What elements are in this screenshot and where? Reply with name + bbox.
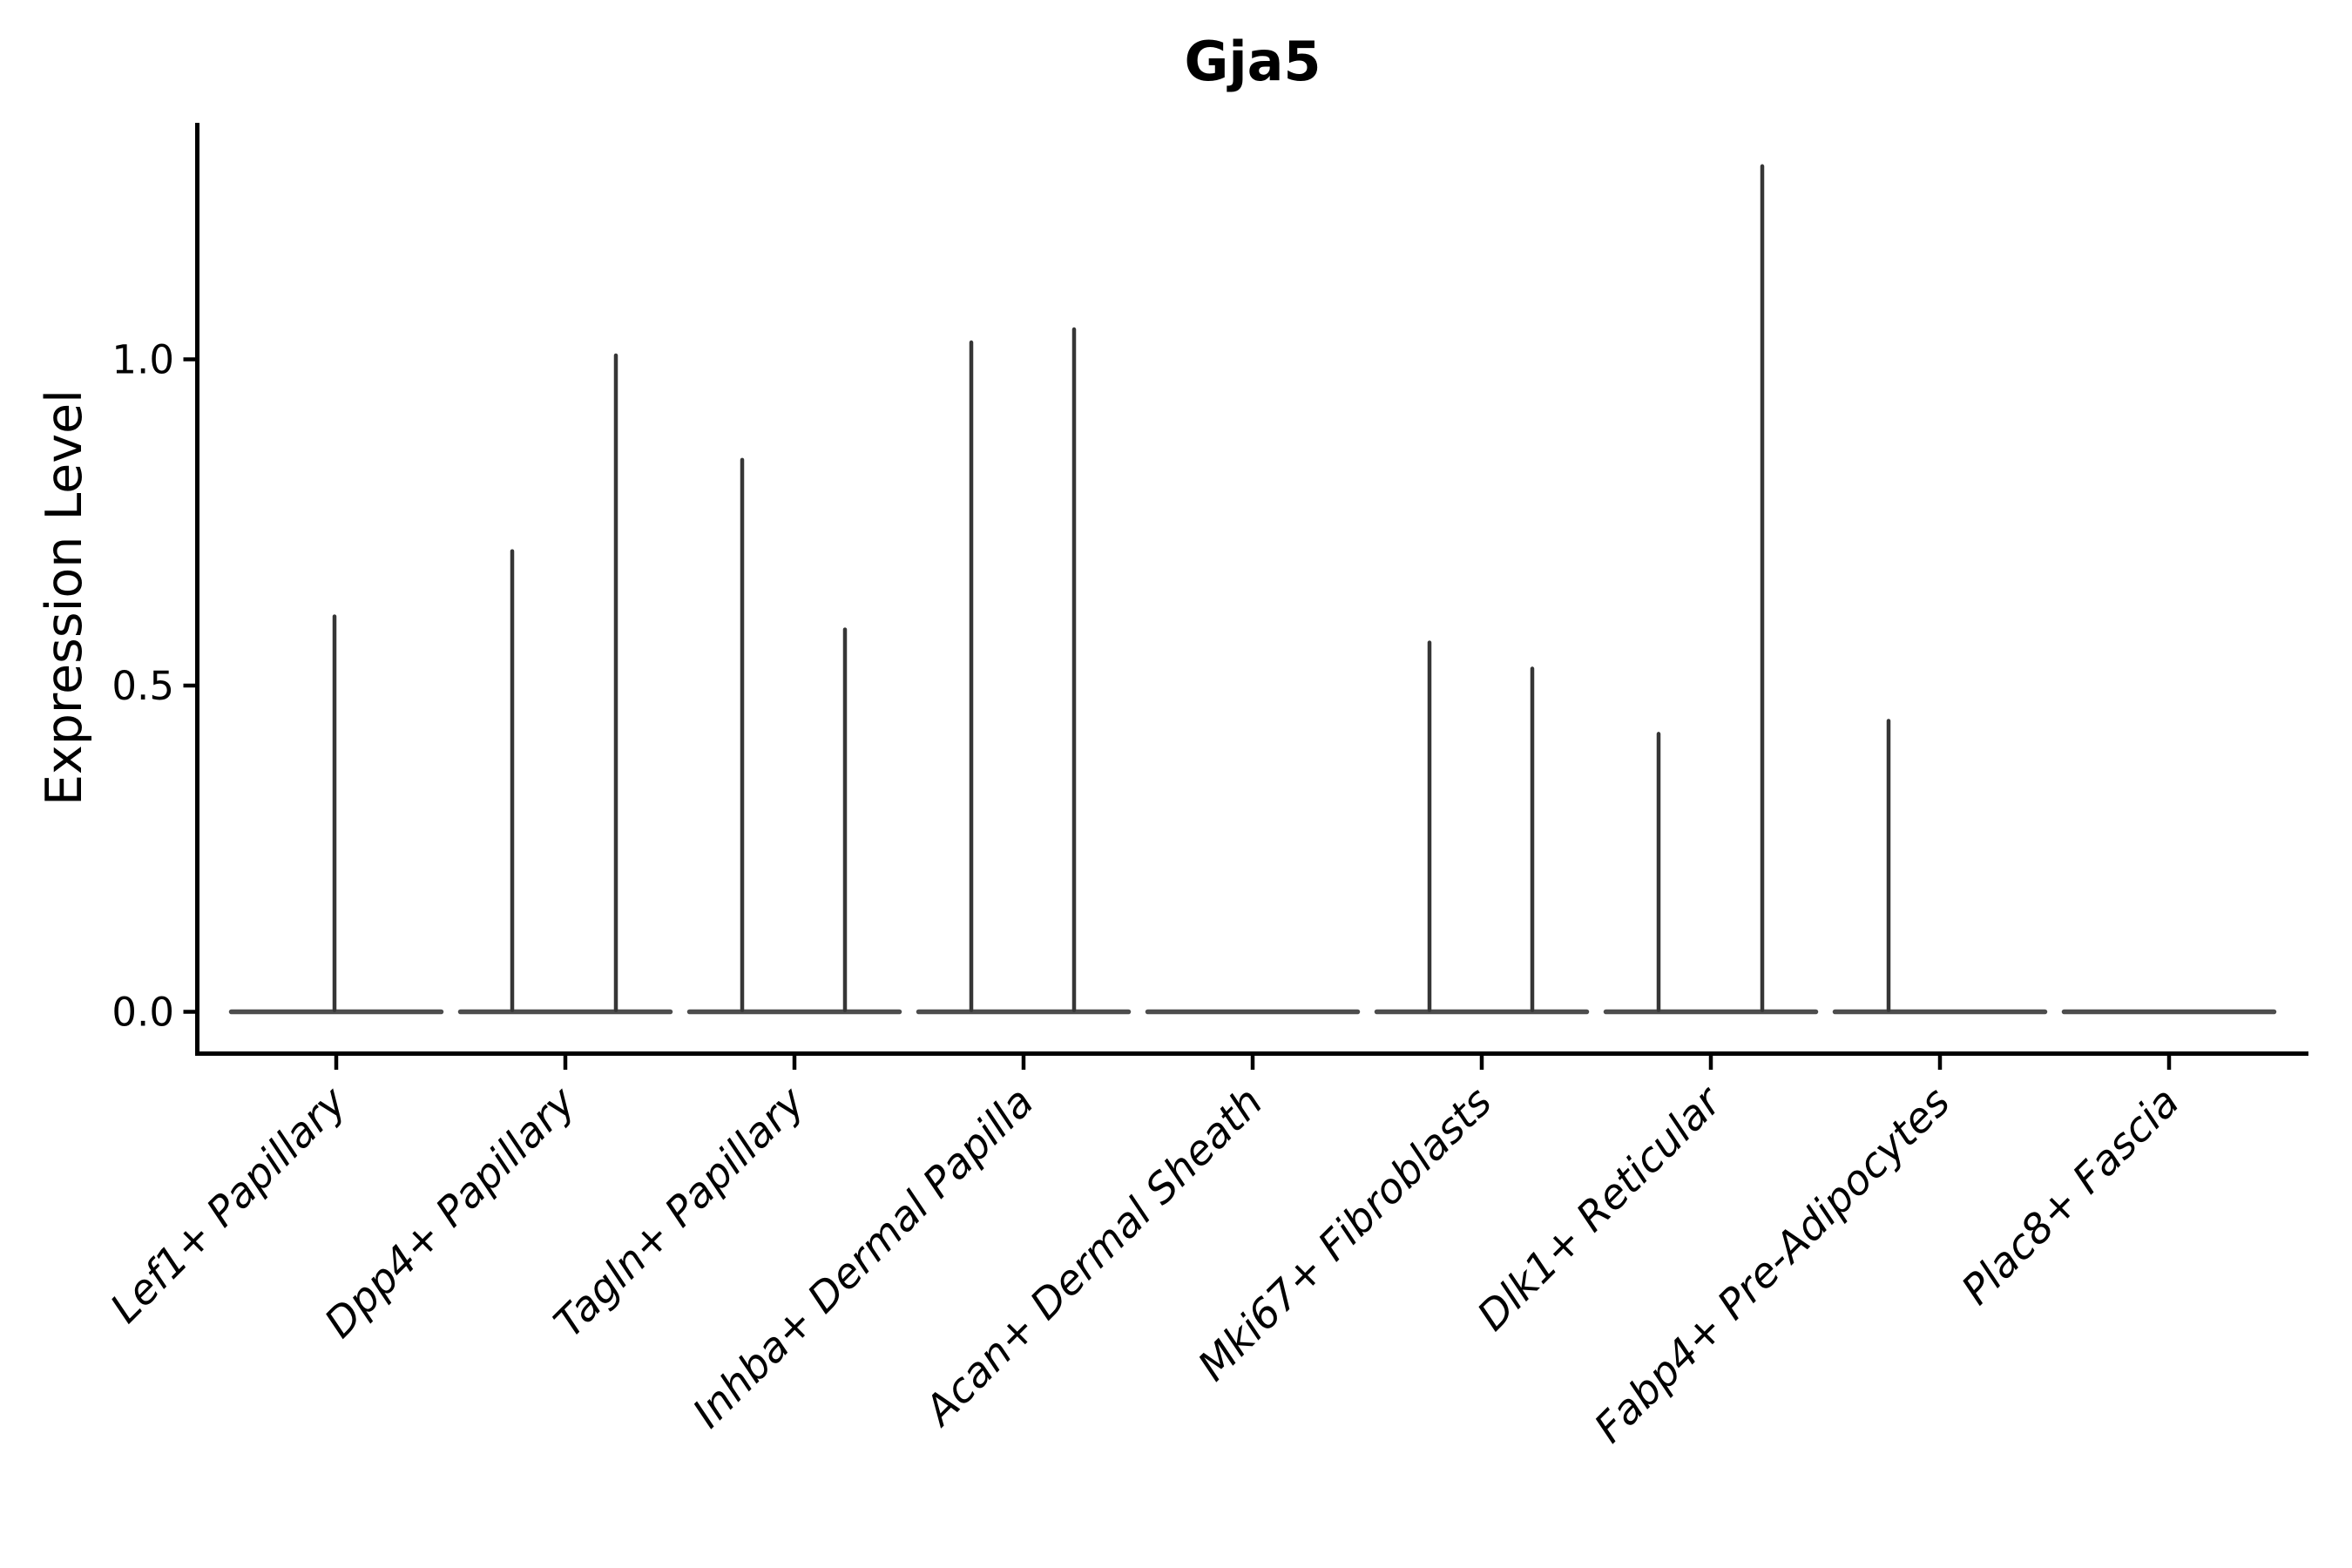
y-tick-label: 0.5 [112,663,174,709]
violins [228,164,2277,1015]
x-tick-label: Tagln+ Papillary [545,1078,815,1348]
x-tick-label: Dlk1+ Reticular [1469,1077,1733,1341]
y-tick-label: 1.0 [112,337,174,383]
y-axis-ticks: 0.0 0.5 1.0 [112,337,198,1036]
chart-title: Gja5 [1184,30,1321,93]
y-axis-label: Expression Level [36,389,93,806]
x-tick-label: Dpp4+ Papillary [315,1078,585,1348]
violin [686,457,902,1015]
y-tick-label: 0.0 [112,990,174,1036]
axes [195,123,2308,1056]
violin [1603,164,1819,1015]
violin [1374,640,1590,1015]
violin [916,327,1132,1015]
violin [1832,719,2048,1015]
violin [457,353,673,1015]
violin [228,614,444,1015]
x-tick-label: Plac8+ Fascia [1952,1078,2188,1315]
x-tick-label: Lef1+ Papillary [101,1078,356,1333]
